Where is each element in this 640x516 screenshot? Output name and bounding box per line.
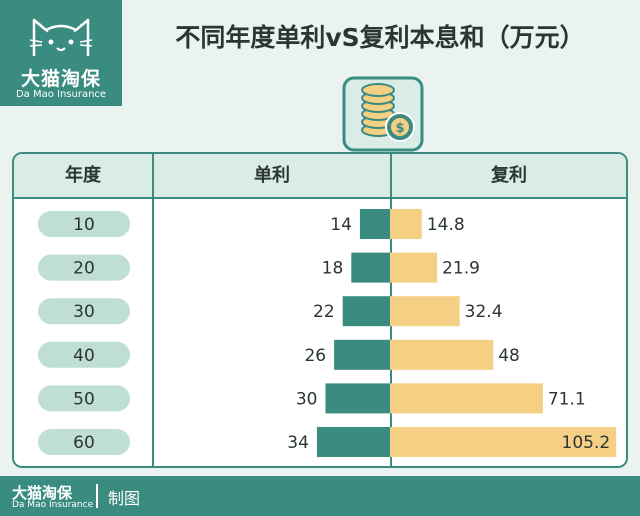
dollar-coin-icon: $ <box>385 112 415 142</box>
year-label: 20 <box>73 259 95 279</box>
compound-interest-bar <box>390 252 438 283</box>
year-pill <box>38 211 130 237</box>
year-label: 30 <box>73 302 95 322</box>
compound-interest-bar <box>390 296 460 327</box>
header: 大猫淘保 Da Mao Insurance 不同年度单利vS复利本息和（万元） <box>0 0 640 106</box>
footer-separator <box>96 484 98 508</box>
column-header-simple: 单利 <box>254 165 290 186</box>
simple-interest-label: 26 <box>304 346 326 366</box>
year-label: 50 <box>73 389 95 409</box>
chart-title: 不同年度单利vS复利本息和（万元） <box>175 23 585 52</box>
coin-stack-icon: $ <box>342 76 424 152</box>
compound-interest-bar <box>390 339 494 370</box>
bar-chart: 10 14 14.8 20 18 21.9 30 22 32.4 40 26 48 50 30 71.1 60… <box>38 209 617 457</box>
svg-text:$: $ <box>395 121 404 136</box>
simple-interest-bar <box>342 296 390 327</box>
compound-interest-label: 71.1 <box>548 389 586 409</box>
column-header-year: 年度 <box>65 165 101 186</box>
data-table: 年度 单利 复利 10 14 14.8 20 18 21.9 30 22 32.4 40 26 48 5… <box>12 152 628 468</box>
simple-interest-bar <box>359 209 390 239</box>
simple-interest-label: 34 <box>287 433 309 453</box>
compound-interest-label: 48 <box>498 346 520 366</box>
simple-interest-label: 30 <box>296 389 318 409</box>
cat-logo-icon <box>29 18 93 56</box>
year-label: 40 <box>73 346 95 366</box>
footer: 大猫淘保 Da Mao Insurance 制图 <box>0 476 640 516</box>
simple-interest-bar <box>334 339 390 370</box>
compound-interest-bar <box>390 427 617 457</box>
footer-brand-en: Da Mao Insurance <box>12 500 94 510</box>
footer-brand-cn: 大猫淘保 <box>12 484 73 502</box>
compound-interest-label: 105.2 <box>562 433 611 453</box>
simple-interest-bar <box>316 427 390 457</box>
brand-name-cn: 大猫淘保 <box>20 68 101 90</box>
column-header-compound: 复利 <box>491 165 527 186</box>
footer-made-by: 制图 <box>108 489 141 508</box>
simple-interest-label: 22 <box>313 302 335 322</box>
compound-interest-bar <box>390 383 543 414</box>
year-pill <box>38 298 130 325</box>
simple-interest-label: 14 <box>330 215 352 235</box>
compound-interest-label: 14.8 <box>427 215 465 235</box>
year-label: 60 <box>73 433 95 453</box>
simple-interest-bar <box>325 383 390 414</box>
simple-interest-bar <box>351 252 390 283</box>
year-label: 10 <box>73 215 95 235</box>
simple-interest-label: 18 <box>322 259 344 279</box>
year-pill <box>38 429 130 455</box>
brand-name-en: Da Mao Insurance <box>15 89 107 100</box>
compound-interest-label: 21.9 <box>442 259 480 279</box>
compound-interest-bar <box>390 209 422 239</box>
compound-interest-label: 32.4 <box>465 302 503 322</box>
column-divider <box>152 154 154 466</box>
year-pill <box>38 385 130 412</box>
year-pill <box>38 254 130 281</box>
year-pill <box>38 341 130 368</box>
brand-logo: 大猫淘保 Da Mao Insurance <box>0 0 122 106</box>
table-header: 年度 单利 复利 <box>14 154 626 199</box>
